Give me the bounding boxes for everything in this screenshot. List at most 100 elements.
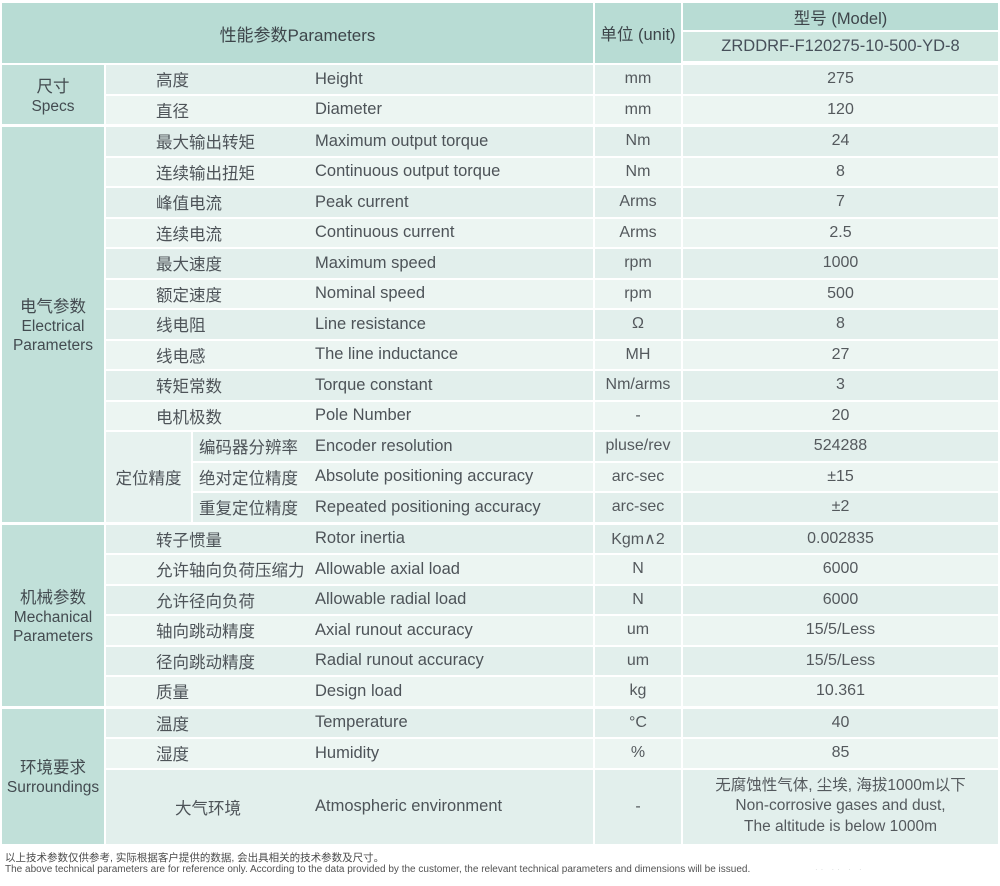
param-en-label: Encoder resolution xyxy=(315,436,453,455)
param-cn-label: 额定速度 xyxy=(156,286,222,305)
table-row: 允许轴向负荷压缩力 Allowable axial load N 6000 xyxy=(106,555,998,586)
param-en-label: Design load xyxy=(315,681,403,700)
table-section: 机械参数 Mechanical Parameters 转子惯量 Rotor inert… xyxy=(2,524,998,708)
model-number: ZRDDRF-F120275-10-500-YD-8 xyxy=(683,32,998,61)
param-en-label: Allowable radial load xyxy=(315,590,467,609)
param-en-label: Rotor inertia xyxy=(315,529,405,548)
value-cell: 10.361 xyxy=(816,682,865,700)
value-cell: 275 xyxy=(827,70,854,88)
unit-cell: pluse/rev xyxy=(593,432,683,461)
unit-cell: % xyxy=(593,739,683,768)
table-row: 温度 Temperature °C 40 xyxy=(106,708,998,739)
param-en-label: Diameter xyxy=(315,100,382,119)
value-cell: 20 xyxy=(831,406,850,424)
value-cell: ±2 xyxy=(831,498,850,516)
value-cell: 6000 xyxy=(822,560,859,578)
value-cell: 24 xyxy=(831,132,850,150)
param-cn-label: 线电感 xyxy=(156,347,206,366)
value-cell: 500 xyxy=(827,284,854,302)
param-en-label: Absolute positioning accuracy xyxy=(315,467,534,486)
unit-cell: N xyxy=(593,555,683,584)
unit-cell: Arms xyxy=(593,218,683,247)
param-cn-label: 大气环境 xyxy=(175,799,241,818)
unit-cell: Nm xyxy=(593,157,683,186)
table-row: 编码器分辨率 Encoder resolution pluse/rev 524288 xyxy=(193,432,998,463)
group-cell: 机械参数 Mechanical Parameters xyxy=(2,524,106,708)
value-cell: 无腐蚀性气体, 尘埃, 海拔1000m以下 Non-corrosive gases… xyxy=(683,770,998,844)
unit-cell: Ω xyxy=(593,310,683,339)
table-row: 峰值电流 Peak current Arms 7 xyxy=(106,188,998,219)
unit-cell: Nm/arms xyxy=(593,371,683,400)
group-cell: 电气参数 Electrical Parameters xyxy=(2,127,106,524)
param-cn-label: 编码器分辨率 xyxy=(199,439,298,458)
group-label-cn: 尺寸 xyxy=(36,77,70,96)
param-en-label: Nominal speed xyxy=(315,284,426,303)
unit-cell: Nm xyxy=(593,127,683,156)
value-line: 无腐蚀性气体, 尘埃, 海拔1000m以下 xyxy=(715,777,966,795)
table-section: 电气参数 Electrical Parameters 最大输出转矩 Maximum o… xyxy=(2,127,998,524)
param-en-label: Continuous output torque xyxy=(315,162,501,181)
group-cell: 尺寸 Specs xyxy=(2,65,106,126)
param-cn-label: 允许径向负荷 xyxy=(156,592,255,611)
param-cn-label: 重复定位精度 xyxy=(199,500,298,519)
table-row: 转矩常数 Torque constant Nm/arms 3 xyxy=(106,371,998,402)
unit-cell: arc-sec xyxy=(593,462,683,491)
subgroup-cell: 定位精度 xyxy=(106,432,193,524)
value-cell: 120 xyxy=(827,100,854,118)
param-en-label: Radial runout accuracy xyxy=(315,651,484,670)
unit-cell: mm xyxy=(593,65,683,94)
table-row: 转子惯量 Rotor inertia Kgm∧2 0.002835 xyxy=(106,524,998,555)
param-cn-label: 绝对定位精度 xyxy=(199,469,298,488)
table-section: 环境要求 Surroundings 温度 Temperature °C 40 湿度 Humid… xyxy=(2,708,998,846)
param-cn-label: 最大输出转矩 xyxy=(156,134,255,153)
model-header-column: 型号 (Model) ZRDDRF-F120275-10-500-YD-8 xyxy=(683,3,998,63)
unit-cell: rpm xyxy=(593,249,683,278)
param-en-label: Humidity xyxy=(315,743,380,762)
value-cell: 15/5/Less xyxy=(805,621,876,639)
value-cell: ±15 xyxy=(827,467,854,485)
model-header: 型号 (Model) xyxy=(683,3,998,32)
table-row: 连续输出扭矩 Continuous output torque Nm 8 xyxy=(106,157,998,188)
unit-cell: N xyxy=(593,585,683,614)
unit-header: 单位 (unit) xyxy=(593,3,683,63)
table-row: 线电阻 Line resistance Ω 8 xyxy=(106,310,998,341)
subgroup-rows: 编码器分辨率 Encoder resolution pluse/rev 524288 绝… xyxy=(193,432,998,524)
unit-cell: kg xyxy=(593,677,683,706)
param-en-label: Continuous current xyxy=(315,223,455,242)
group-label-cn: 电气参数 xyxy=(20,297,86,316)
table-row: 最大输出转矩 Maximum output torque Nm 24 xyxy=(106,127,998,158)
unit-cell: °C xyxy=(593,708,683,737)
footnote-chinese: 以上技术参数仅供参考, 实际根据客户提供的数据, 会出具相关的技术参数及尺寸。 xyxy=(5,851,385,864)
unit-cell: - xyxy=(593,401,683,430)
table-row: 额定速度 Nominal speed rpm 500 xyxy=(106,279,998,310)
table-row: 湿度 Humidity% 85 xyxy=(106,739,998,770)
value-cell: 7 xyxy=(836,193,845,211)
table-row: 最大速度 Maximum speed rpm 1000 xyxy=(106,249,998,280)
section-rows: 温度 Temperature °C 40 湿度 Humidity% 85 大气环境 Atmosp… xyxy=(106,708,998,846)
param-cn-label: 径向跳动精度 xyxy=(156,653,255,672)
unit-cell: um xyxy=(593,616,683,645)
value-cell: 524288 xyxy=(813,437,868,455)
faint-watermark: ·· ·· · · xyxy=(815,865,865,874)
param-en-label: Maximum output torque xyxy=(315,131,489,150)
group-label-en: Specs xyxy=(31,97,75,115)
unit-cell: MH xyxy=(593,340,683,369)
table-row: 连续电流 Continuous current Arms 2.5 xyxy=(106,218,998,249)
value-cell: 8 xyxy=(836,315,845,333)
param-en-label: Axial runout accuracy xyxy=(315,620,473,639)
param-cn-label: 连续输出扭矩 xyxy=(156,164,255,183)
param-en-label: Peak current xyxy=(315,192,409,211)
group-cell: 环境要求 Surroundings xyxy=(2,708,106,846)
table-row: 质量 Design load kg 10.361 xyxy=(106,677,998,708)
value-cell: 27 xyxy=(831,345,850,363)
param-cn-label: 轴向跳动精度 xyxy=(156,623,255,642)
value-line: Non-corrosive gases and dust, xyxy=(735,797,946,815)
section-rows: 转子惯量 Rotor inertia Kgm∧2 0.002835 允许轴向负荷压缩力 A… xyxy=(106,524,998,708)
group-label-cn: 环境要求 xyxy=(20,759,86,778)
table-row: 直径 Diameter mm 120 xyxy=(106,95,998,126)
param-cn-label: 连续电流 xyxy=(156,225,222,244)
table-row: 大气环境 Atmospheric environment - 无腐蚀性气体, 尘埃, … xyxy=(106,769,998,846)
table-header: 性能参数Parameters 单位 (unit) 型号 (Model) ZRDD… xyxy=(2,3,998,63)
table-row: 高度 Height mm 275 xyxy=(106,65,998,96)
